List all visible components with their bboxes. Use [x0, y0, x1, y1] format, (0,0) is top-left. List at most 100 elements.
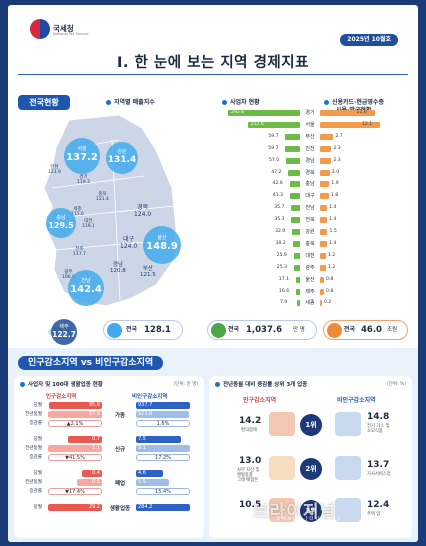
- biz-bar-value: 59.7: [268, 133, 279, 139]
- rank2-non-label: 가사서비스업: [367, 472, 391, 477]
- region-label: 광주: [305, 264, 315, 271]
- biz-bar-value: 41.3: [272, 193, 284, 199]
- biz-bar: [295, 276, 300, 283]
- biz-compare-caption: 사업자 및 100대 생활업종 현황: [20, 380, 103, 388]
- biz-bar-value: 17.1: [278, 276, 290, 282]
- card-bar-value: 1.2: [327, 264, 336, 270]
- watermark: 브라이저널: [253, 502, 337, 522]
- biz-bar-value: 30.2: [275, 240, 286, 246]
- biz-bar: [285, 157, 300, 164]
- region-label: 충남: [305, 181, 315, 188]
- convenience-store-icon: [269, 412, 295, 436]
- biz-bar: [247, 121, 300, 128]
- biz-bar: [292, 229, 300, 235]
- non-decline-bar: 9.1: [136, 445, 190, 452]
- card-bar-value: 1.4: [328, 205, 337, 211]
- biz-bar-value: 42.6: [272, 181, 283, 187]
- card-total-dot: [327, 323, 342, 338]
- card-bar-value: 1.4: [328, 217, 337, 223]
- biz-bar-value: 59.7: [268, 145, 279, 151]
- card-bar-value: 0.2: [324, 300, 332, 306]
- card-bar: [320, 181, 330, 188]
- region-gangwon: 강원 131.4: [106, 142, 138, 174]
- region-label: 전북: [305, 217, 315, 224]
- sales-total-box: 전국 128.1: [103, 320, 183, 340]
- card-bar: [320, 288, 324, 295]
- group-label: 폐업: [114, 481, 126, 487]
- card-bar-value: 11.0: [356, 110, 367, 115]
- rank3-non-label: 주택 업: [367, 512, 381, 517]
- header: 국세청 National Tax Service 2025년 10월호 I. 한…: [8, 5, 418, 75]
- row-label: 당월: [33, 505, 42, 510]
- rate-decline: ▼41.5%: [48, 454, 102, 461]
- decline-bar: 0.5: [77, 479, 102, 486]
- card-bar: [320, 240, 327, 247]
- non-decline-bar: 284.2: [136, 504, 190, 511]
- region-gyeongnam: 경남 120.8: [110, 262, 126, 274]
- non-decline-bar: 923.0: [136, 411, 190, 418]
- biz-total-dot: [211, 323, 226, 338]
- infographic-page: 국세청 National Tax Service 2025년 10월호 I. 한…: [8, 5, 418, 542]
- comparison-title: 인구감소지역 vs 비인구감소지역: [18, 356, 164, 370]
- biz-bar-value: 32.0: [275, 229, 286, 234]
- region-label: 울산: [305, 276, 315, 283]
- issue-date-badge: 2025년 10월호: [340, 34, 398, 46]
- legend-non-decline: 비인구감소지역: [132, 394, 168, 400]
- biz-bar: [288, 169, 300, 176]
- rank1-decline-value: 14.2: [239, 416, 262, 426]
- card-bar: [320, 157, 332, 164]
- region-gyeongbuk: 경북 124.0: [134, 204, 152, 218]
- region-label: 인천: [305, 145, 315, 152]
- sales-total-dot: [107, 323, 122, 338]
- non-decline-bar: 5.5: [136, 479, 169, 486]
- rate-non-decline: 17.2%: [136, 454, 190, 461]
- region-jeju: 제주 122.7: [51, 319, 77, 345]
- biz-bar: [297, 300, 300, 307]
- card-bar-value: 2.0: [331, 169, 340, 175]
- row-label: 전년동월: [25, 412, 42, 417]
- card-total-value: 46.0: [361, 325, 382, 335]
- card-bar-value: 2.3: [333, 157, 341, 163]
- decline-bar: 95.9: [49, 402, 102, 409]
- biz-bar-value: 35.3: [274, 217, 285, 223]
- region-label: 강원: [305, 229, 315, 235]
- card-bar: [320, 300, 322, 307]
- biz-bar-value: 212.6: [250, 121, 264, 127]
- region-label: 대전: [305, 252, 315, 259]
- house-service-icon: [335, 456, 361, 480]
- watermark-sub: BRAIN JOURNAL: [277, 516, 343, 522]
- rank1-badge: 1위: [300, 414, 322, 436]
- biz-bar-value: 35.7: [274, 205, 285, 211]
- group-label: 가동: [114, 413, 126, 419]
- region-ulsan: 울산 148.9: [143, 226, 181, 264]
- decline-bar: 0.7: [67, 436, 102, 443]
- rate-non-decline: 1.6%: [136, 420, 190, 427]
- rank1-non-label-1: 전기 가스 및: [367, 424, 390, 429]
- region-incheon: 인천 121.9: [48, 165, 61, 175]
- biz-bar: [291, 205, 300, 212]
- rate-non-decline: 15.4%: [136, 488, 190, 495]
- rank1-decline-label: 편의점에: [241, 428, 257, 433]
- biz-bar: [295, 288, 300, 295]
- card-bar: [320, 217, 327, 224]
- biz-bar: [292, 240, 300, 247]
- row-label: 전년동월: [25, 446, 42, 451]
- card-bar: [320, 145, 332, 152]
- title-divider: [18, 74, 408, 75]
- biz-bar-value: 292.6: [231, 110, 245, 115]
- biz-total-box: 전국 1,037.6 만 명: [207, 320, 317, 340]
- card-usage-caption: 신용카드·현금영수증: [324, 97, 384, 106]
- comparison-section: 인구감소지역 vs 비인구감소지역 사업자 및 100대 생활업종 현황 (단위…: [8, 348, 418, 542]
- row-label: 전년동월: [25, 480, 42, 485]
- card-bar: [320, 264, 326, 271]
- top-industries-caption: 전년동월 대비 증감률 상위 3개 업종: [215, 380, 307, 388]
- top-industries-card: 전년동월 대비 증감률 상위 3개 업종 (단위: %) 인구감소지역 비인구감…: [209, 376, 412, 538]
- card-bar-value: 1.2: [327, 252, 336, 258]
- region-label: 충북: [305, 240, 315, 247]
- region-sejong: 세종 115.6: [71, 207, 84, 217]
- appliance-icon: [335, 412, 361, 436]
- card-bar: [320, 169, 330, 176]
- card-bar: [320, 121, 380, 128]
- rate-decline: ▲2.1%: [48, 420, 102, 427]
- region-daejeon: 대전 119.1: [82, 219, 95, 229]
